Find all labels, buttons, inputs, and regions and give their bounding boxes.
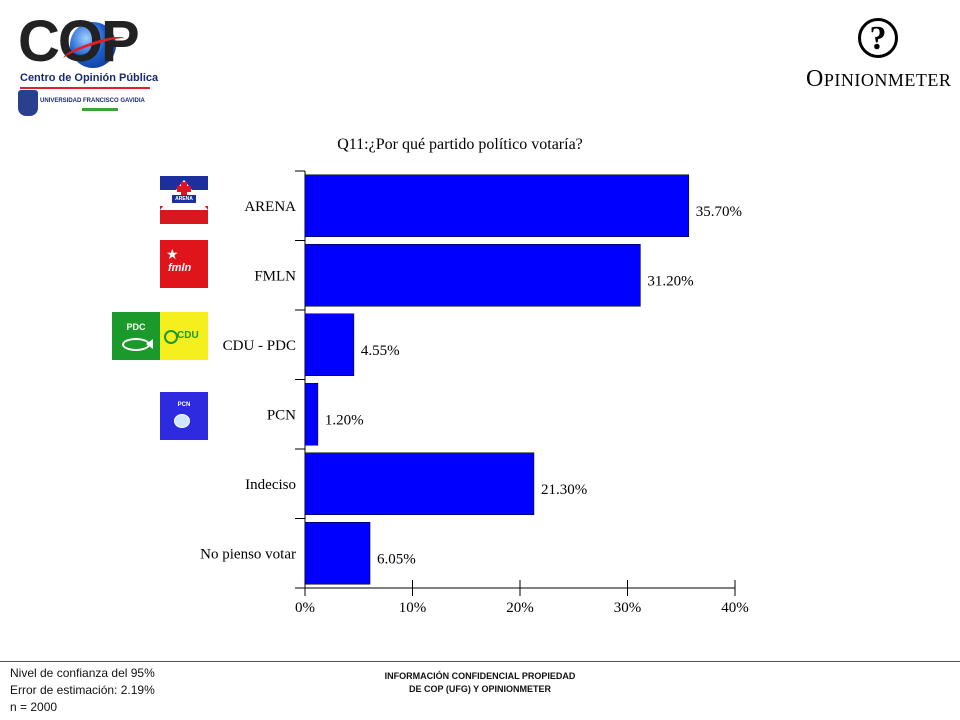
category-label: ARENA xyxy=(244,199,296,215)
x-tick-label: 30% xyxy=(614,600,642,616)
estimation-error: Error de estimación: 2.19% xyxy=(10,683,155,697)
bar xyxy=(304,452,535,515)
bar xyxy=(304,313,355,376)
confidence-level: Nivel de confianza del 95% xyxy=(10,666,155,680)
data-label: 21.30% xyxy=(541,482,587,498)
data-label: 1.20% xyxy=(325,412,364,428)
ufg-university-name: UNIVERSIDAD FRANCISCO GAVIDIA xyxy=(40,98,145,104)
x-tick-label: 40% xyxy=(721,600,749,616)
data-label: 6.05% xyxy=(377,551,416,567)
cop-logo-subtitle: Centro de Opinión Pública xyxy=(20,72,159,84)
category-label: No pienso votar xyxy=(200,546,296,562)
pdc-logo-text: PDC xyxy=(126,322,146,332)
arena-logo-text: ARENA xyxy=(172,195,196,203)
confidential-line-2: DE COP (UFG) Y OPINIONMETER xyxy=(408,684,552,694)
category-label: Indeciso xyxy=(245,477,296,493)
cop-logo: COP Centro de Opinión Pública UNIVERSIDA… xyxy=(18,12,168,122)
cdu-logo-text: CDU xyxy=(177,330,199,341)
bar xyxy=(304,522,371,585)
pcn-logo: PCN xyxy=(160,392,208,440)
opinionmeter-wordmark: OPINIONMETER xyxy=(806,66,951,93)
footer-divider xyxy=(0,661,960,662)
opinionmeter-rest: PINIONMETER xyxy=(823,70,952,90)
category-label: PCN xyxy=(267,407,296,423)
category-label: FMLN xyxy=(254,268,296,284)
seal-icon xyxy=(174,414,190,428)
cop-logo-letters: COP xyxy=(18,9,140,74)
ufg-green-bar xyxy=(82,108,118,111)
chart-title: Q11:¿Por qué partido político votaría? xyxy=(337,136,583,153)
bar xyxy=(304,174,690,237)
x-tick-label: 10% xyxy=(399,600,427,616)
data-label: 35.70% xyxy=(696,204,742,220)
x-tick-label: 0% xyxy=(295,600,315,616)
fmln-logo: ★ fmln xyxy=(160,240,208,288)
pdc-logo: PDC xyxy=(112,312,160,360)
question-mark-icon: ? xyxy=(858,18,898,58)
opinionmeter-logo: ? OPINIONMETER xyxy=(800,18,955,98)
sample-size: n = 2000 xyxy=(10,700,58,714)
bar xyxy=(304,383,319,446)
cop-globe-icon xyxy=(70,22,116,68)
data-label: 31.20% xyxy=(647,273,693,289)
fmln-logo-text: fmln xyxy=(168,262,192,274)
ring-icon xyxy=(164,330,178,344)
cop-logo-rule xyxy=(20,87,150,89)
data-label: 4.55% xyxy=(361,343,400,359)
pcn-logo-text: PCN xyxy=(177,402,191,408)
bar xyxy=(304,244,641,307)
star-icon: ★ xyxy=(166,247,179,263)
arena-logo: ARENA xyxy=(160,176,208,224)
cdu-logo: CDU xyxy=(160,312,208,360)
category-label: CDU - PDC xyxy=(223,338,296,354)
ufg-crest-icon xyxy=(18,90,38,116)
x-tick-label: 20% xyxy=(506,600,534,616)
confidential-line-1: INFORMACIÓN CONFIDENCIAL PROPIEDAD xyxy=(384,671,576,681)
opinionmeter-initial: O xyxy=(806,66,824,92)
